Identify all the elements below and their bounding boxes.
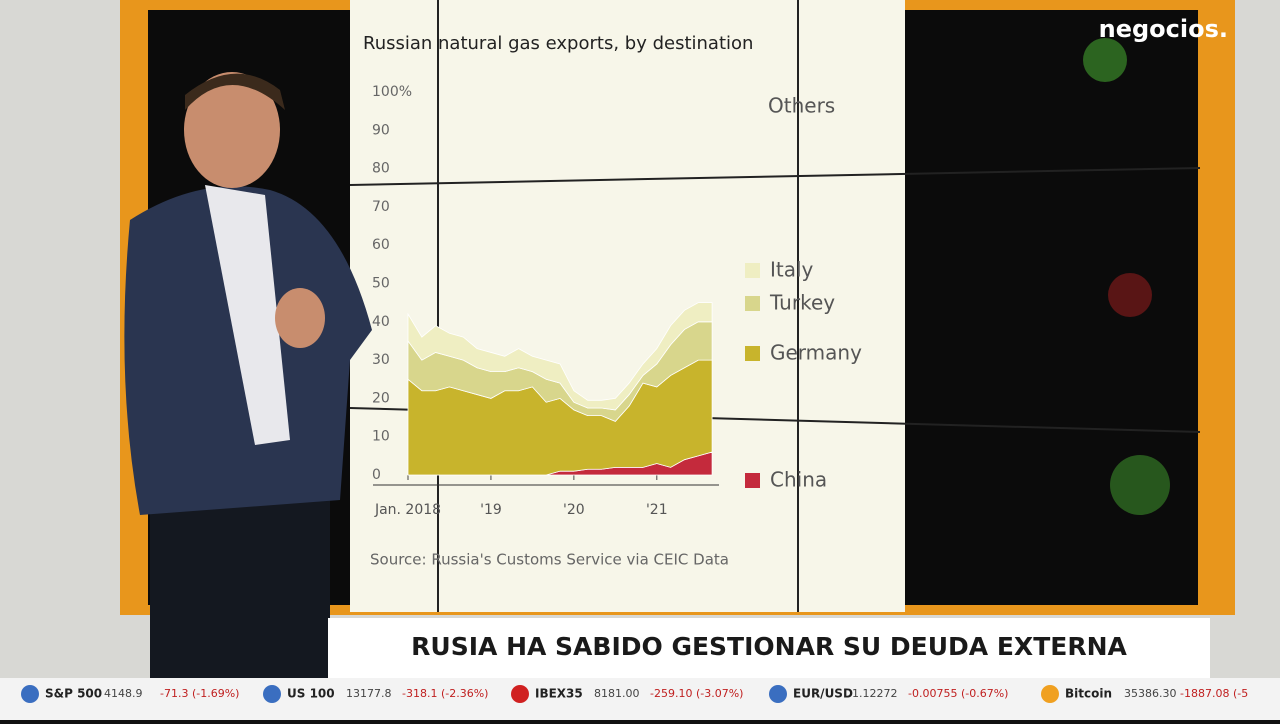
presenter-hands — [275, 288, 325, 348]
decor-light — [1108, 273, 1152, 317]
x-tick-label: '21 — [646, 502, 668, 518]
ticker-name: Bitcoin — [1065, 687, 1112, 701]
legend-swatch — [745, 263, 760, 278]
y-tick-label: 40 — [372, 314, 390, 330]
others-label: Others — [768, 94, 835, 118]
legend-label: Turkey — [769, 291, 835, 315]
y-tick-label: 60 — [372, 237, 390, 253]
legend-swatch — [745, 346, 760, 361]
ticker-change: -0.00755 (-0.67%) — [908, 687, 1008, 700]
headline-bar — [328, 618, 1210, 678]
ticker-name: US 100 — [287, 687, 335, 701]
area — [407, 302, 713, 411]
ticker-value: 35386.30 — [1124, 687, 1177, 700]
y-tick-label: 50 — [372, 276, 390, 292]
y-tick-label: 90 — [372, 122, 390, 138]
ticker-value: 1.12272 — [852, 687, 898, 700]
x-tick-label: '20 — [563, 502, 585, 518]
ticker-name: S&P 500 — [45, 687, 102, 701]
ticker-value: 4148.9 — [104, 687, 143, 700]
ticker-change: -318.1 (-2.36%) — [402, 687, 488, 700]
ticker-change: -259.10 (-3.07%) — [650, 687, 743, 700]
ticker-value: 13177.8 — [346, 687, 392, 700]
plot: 0 10 20 30 40 50 60 70 80 90 100% Jan. 2018 '19 '20 '2… — [372, 84, 862, 518]
ticker-icon — [263, 685, 281, 703]
presenter-hair — [185, 73, 285, 110]
ticker-change: -1887.08 (-5 — [1180, 687, 1248, 700]
y-tick-label: 70 — [372, 199, 390, 215]
ticker-name: EUR/USD — [793, 687, 853, 701]
legend-label: Germany — [770, 341, 862, 365]
ticker-name: IBEX35 — [535, 687, 583, 701]
ticker: S&P 500 4148.9 -71.3 (-1.69%) US 100 13177.8… — [21, 685, 1248, 703]
x-tick-label: '19 — [480, 502, 502, 518]
chart-source: Source: Russia's Customs Service via CEI… — [370, 551, 729, 569]
logo: negocios. — [1099, 15, 1228, 43]
decor-light — [1083, 38, 1127, 82]
presenter-shirt — [205, 185, 290, 445]
presenter-legs — [150, 480, 330, 680]
y-tick-label: 10 — [372, 429, 390, 445]
y-tick-label: 30 — [372, 352, 390, 368]
ticker-bar — [0, 678, 1280, 720]
legend-swatch — [745, 473, 760, 488]
headline: RUSIA HA SABIDO GESTIONAR SU DEUDA EXTER… — [411, 632, 1127, 661]
ticker-icon — [1041, 685, 1059, 703]
legend-swatch — [745, 296, 760, 311]
presenter-head — [184, 72, 280, 188]
y-tick-label: 80 — [372, 161, 390, 177]
presenter — [124, 72, 372, 680]
chart-panel — [350, 0, 905, 612]
y-tick-label: 100% — [372, 84, 412, 100]
legend-label: China — [770, 468, 827, 492]
y-tick-label: 0 — [372, 467, 381, 483]
chart-title: Russian natural gas exports, by destinat… — [363, 33, 753, 54]
y-tick-label: 20 — [372, 390, 390, 406]
ticker-icon — [21, 685, 39, 703]
ticker-icon — [769, 685, 787, 703]
ticker-change: -71.3 (-1.69%) — [160, 687, 239, 700]
screen-seam — [349, 167, 1201, 186]
ticker-icon — [511, 685, 529, 703]
ticker-value: 8181.00 — [594, 687, 640, 700]
decor-light — [1110, 455, 1170, 515]
legend-label: Italy — [770, 258, 814, 282]
x-tick-label: Jan. 2018 — [374, 502, 441, 518]
